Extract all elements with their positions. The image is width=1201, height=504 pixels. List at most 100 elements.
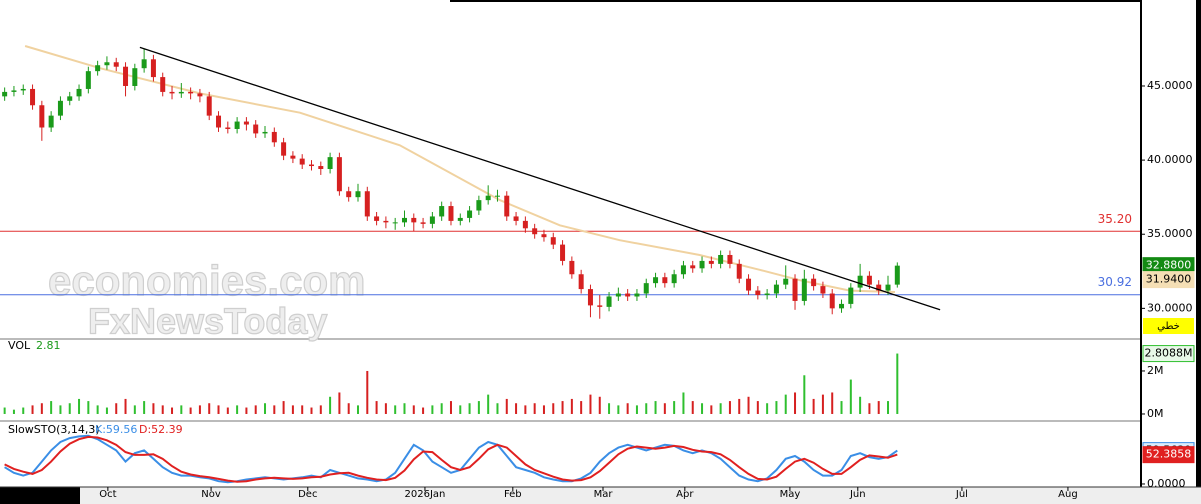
volume-bar <box>849 379 852 414</box>
candle-body <box>85 71 91 89</box>
volume-bar <box>840 401 843 414</box>
volume-bar <box>710 405 713 414</box>
y-tick-label: 40.0000 <box>1147 153 1193 166</box>
volume-bar <box>608 403 611 414</box>
legend-entry: D:52.39 <box>139 423 183 436</box>
candle-body <box>281 142 287 156</box>
volume-bar <box>236 405 239 414</box>
volume-bar <box>896 353 899 414</box>
y-tick-label: 2M <box>1147 364 1164 377</box>
candle-body <box>662 277 668 284</box>
candle-body <box>401 217 407 223</box>
volume-bar <box>356 405 359 414</box>
candle-body <box>309 164 315 167</box>
price-tag <box>1142 271 1195 289</box>
candle-body <box>48 115 54 128</box>
volume-bar <box>161 405 164 414</box>
y-tick-label: 45.0000 <box>1147 79 1193 92</box>
volume-bar <box>803 375 806 414</box>
price-tag-label: 2.8088M <box>1145 347 1193 360</box>
x-tick-label: Mar <box>594 489 614 500</box>
volume-bar <box>449 401 452 414</box>
candle-body <box>569 260 575 275</box>
volume-bar <box>68 403 71 414</box>
candle-body <box>178 91 184 94</box>
watermark: FxNewsToday <box>88 301 327 342</box>
candle-body <box>123 66 129 86</box>
candle-body <box>11 90 17 92</box>
volume-bar <box>542 405 545 414</box>
volume-bar <box>273 405 276 414</box>
price-tag <box>1142 345 1195 363</box>
y-tick-label: 0.0000 <box>1147 477 1186 490</box>
volume-bar <box>319 405 322 414</box>
candle-body <box>820 286 826 294</box>
legend-entry: K:59.56 <box>95 423 137 436</box>
candle-body <box>671 274 677 284</box>
volume-bar <box>422 407 425 414</box>
volume-current: 2.81 <box>36 339 61 352</box>
candle-body <box>113 62 119 67</box>
volume-bar <box>152 403 155 414</box>
volume-bar <box>366 370 369 414</box>
level-label: 30.92 <box>1098 275 1132 289</box>
candle-body <box>132 68 138 86</box>
candle-body <box>708 260 714 264</box>
volume-bar <box>738 398 741 414</box>
candle-body <box>680 265 686 275</box>
volume-bar <box>831 392 834 414</box>
candle-body <box>169 91 175 94</box>
x-tick-label: Oct <box>99 489 116 500</box>
volume-bar <box>87 401 90 414</box>
volume-bar <box>515 403 518 414</box>
volume-bar <box>189 407 192 414</box>
candle-body <box>643 283 649 294</box>
volume-bar <box>496 403 499 414</box>
volume-bar <box>524 405 527 414</box>
candle-body <box>160 77 166 92</box>
volume-bar <box>626 403 629 414</box>
x-axis-background <box>0 487 1201 504</box>
candle-body <box>773 284 779 294</box>
volume-bar <box>691 401 694 414</box>
volume-bar <box>673 401 676 414</box>
volume-bar <box>105 407 108 414</box>
volume-bar <box>431 405 434 414</box>
right-border <box>1196 0 1201 487</box>
volume-bar <box>375 401 378 414</box>
volume-bar <box>663 403 666 414</box>
candle-body <box>383 220 389 223</box>
x-tick-label: Jun <box>849 489 866 500</box>
candle-body <box>299 158 305 165</box>
volume-bar <box>180 405 183 414</box>
candle-body <box>39 105 45 128</box>
candle-body <box>746 278 752 291</box>
volume-bar <box>487 394 490 414</box>
candle-body <box>513 216 519 221</box>
y-tick-label: 0M <box>1147 407 1164 420</box>
volume-bar <box>347 403 350 414</box>
candle-body <box>597 305 603 307</box>
candle-body <box>876 284 882 291</box>
candle-body <box>216 115 222 128</box>
x-tick-label: Aug <box>1058 489 1078 500</box>
candle-body <box>2 91 8 97</box>
candle-body <box>262 131 268 134</box>
volume-bar <box>887 401 890 414</box>
volume-bar <box>226 407 229 414</box>
volume-bar <box>821 394 824 414</box>
candle-body <box>718 254 724 264</box>
volume-bar <box>589 394 592 414</box>
candle-body <box>355 191 361 198</box>
volume-bar <box>477 401 480 414</box>
x-tick-label: Jul <box>955 489 968 500</box>
volume-bar <box>570 398 573 414</box>
volume-bar <box>264 403 267 414</box>
candle-body <box>690 265 696 269</box>
candle-body <box>587 289 593 306</box>
x-axis-corner <box>0 487 80 504</box>
x-tick-label: Feb <box>504 489 522 500</box>
candle-body <box>634 293 640 297</box>
x-tick-label: May <box>780 489 801 500</box>
